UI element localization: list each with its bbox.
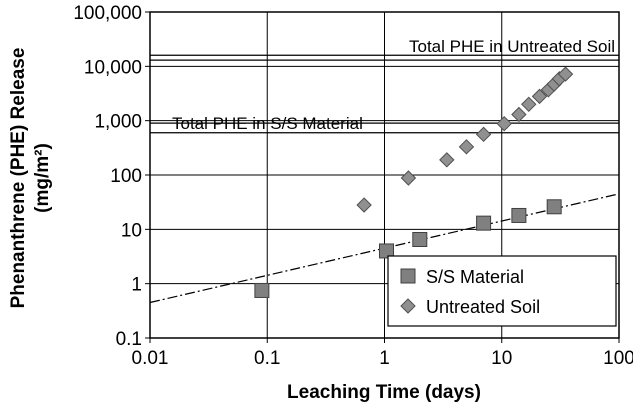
marker-square	[546, 199, 562, 215]
legend-marker	[400, 298, 416, 314]
marker-diamond	[511, 106, 527, 123]
legend-label: Untreated Soil	[426, 297, 540, 317]
y-tick-label: 10	[121, 220, 142, 241]
y-tick-label: 100,000	[73, 3, 142, 24]
legend-marker	[400, 268, 416, 284]
marker-diamond	[557, 66, 574, 82]
marker-square	[254, 282, 270, 298]
marker-diamond	[531, 88, 548, 105]
y-tick-label: 1	[131, 275, 142, 296]
marker-square	[476, 215, 492, 231]
marker-square	[378, 243, 394, 259]
x-tick-label: 0.1	[254, 348, 280, 369]
reference-label: Total PHE in S/S Material	[172, 114, 363, 133]
marker-square	[412, 231, 428, 247]
x-tick-label: 0.01	[132, 348, 169, 369]
marker-square	[511, 207, 527, 223]
x-tick-label: 10	[491, 348, 512, 369]
x-tick-label: 100	[603, 348, 633, 369]
legend-label: S/S Material	[426, 267, 524, 287]
x-axis-title: Leaching Time (days)	[287, 382, 481, 403]
marker-diamond	[458, 139, 475, 155]
y-axis-title: Phenanthrene (PHE) Release	[8, 48, 29, 309]
marker-diamond	[400, 170, 417, 186]
y-tick-label: 1,000	[94, 112, 142, 133]
marker-diamond	[496, 115, 512, 132]
x-tick-label: 1	[379, 348, 390, 369]
y-tick-label: 10,000	[84, 57, 142, 78]
marker-diamond	[356, 197, 372, 213]
plot-border	[149, 11, 620, 339]
y-tick-label: 100	[110, 166, 142, 187]
legend-box	[387, 255, 617, 327]
marker-diamond	[521, 96, 537, 113]
y-tick-label: 0.1	[116, 329, 142, 350]
marker-diamond	[439, 152, 455, 168]
marker-diamond	[475, 126, 492, 143]
y-axis-title: (mg/m²)	[32, 143, 53, 213]
reference-label: Total PHE in Untreated Soil	[409, 37, 615, 56]
